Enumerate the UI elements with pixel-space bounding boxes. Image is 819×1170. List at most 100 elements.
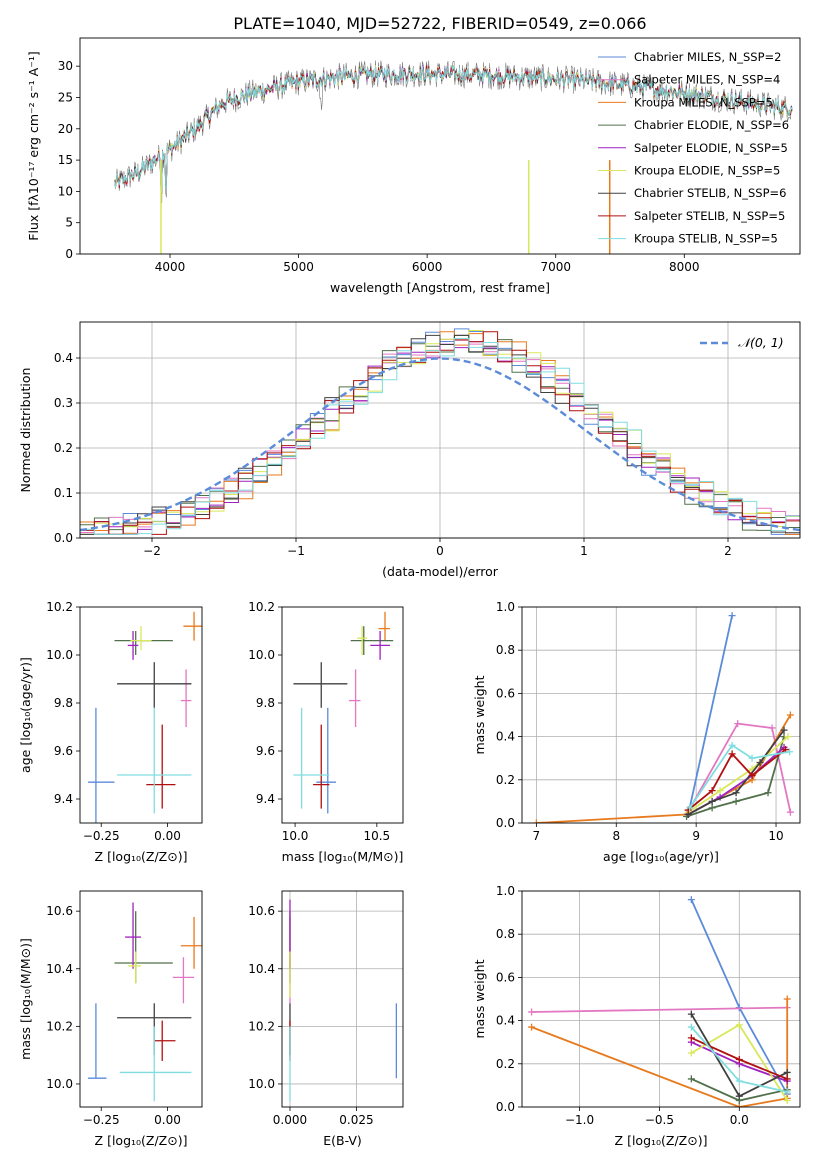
- legend-label: 𝒩(0, 1): [738, 335, 784, 350]
- y-tick-label: 20: [58, 122, 73, 136]
- y-axis-label: Flux [fλ10⁻¹⁷ erg cm⁻² s⁻¹ A⁻¹]: [26, 51, 41, 240]
- weight-vs-Z-plot-area: [528, 896, 791, 1107]
- mass-weight-marker: [728, 750, 736, 758]
- y-tick-label: 0.6: [496, 970, 515, 984]
- y-tick-label: 10.0: [46, 1077, 73, 1091]
- mass-weight-marker: [708, 797, 716, 805]
- x-tick-label: 6000: [412, 260, 443, 274]
- mass-weight-marker: [735, 1055, 743, 1063]
- mass-weight-marker: [732, 797, 740, 805]
- mass-weight-marker: [783, 1097, 791, 1105]
- y-tick-label: 0.8: [496, 643, 515, 657]
- y-tick-label: 10.6: [248, 904, 275, 918]
- errorbar-point: [370, 631, 390, 660]
- mass-vs-Z-plot-area: [87, 902, 202, 1102]
- x-tick-label: 0.025: [339, 1113, 373, 1127]
- x-tick-label: 0.00: [154, 1113, 181, 1127]
- residual-histogram-step: [80, 334, 800, 535]
- x-tick-label: 5000: [283, 260, 314, 274]
- y-tick-label: 0: [65, 247, 73, 261]
- x-tick-label: 1: [580, 544, 588, 558]
- mass-weight-marker: [756, 759, 764, 767]
- legend-label: Chabrier MILES, N_SSP=2: [634, 50, 781, 64]
- y-tick-label: 0.4: [496, 730, 515, 744]
- errorbar-point: [180, 916, 202, 969]
- errorbar-point: [172, 957, 195, 1004]
- axes-frame: [521, 606, 801, 824]
- y-tick-label: 10.0: [46, 648, 73, 662]
- y-tick-label: 30: [58, 59, 73, 73]
- x-tick-label: −1.0: [565, 1113, 594, 1127]
- mass-weight-marker: [532, 819, 540, 823]
- y-tick-label: 10: [58, 184, 73, 198]
- legend-label: Salpeter ELODIE, N_SSP=5: [634, 141, 788, 155]
- errorbar-point: [87, 707, 115, 823]
- errorbar-point: [349, 669, 361, 727]
- errorbar-point: [117, 707, 192, 814]
- axes-frame: [79, 606, 203, 824]
- figure-title: PLATE=1040, MJD=52722, FIBERID=0549, z=0…: [233, 14, 646, 33]
- y-tick-label: 25: [58, 90, 73, 104]
- y-tick-label: 9.4: [54, 792, 73, 806]
- mass-weight-marker: [728, 612, 736, 620]
- spectrum-plot-area: [114, 60, 793, 254]
- y-tick-label: 10.2: [46, 600, 73, 614]
- y-tick-label: 10.2: [248, 600, 275, 614]
- errorbar-point: [117, 662, 192, 708]
- errorbar-point: [119, 1026, 192, 1102]
- legend-label: Kroupa ELODIE, N_SSP=5: [634, 164, 780, 178]
- weight-vs-age-plot-area: [532, 612, 794, 823]
- axes-frame: [79, 37, 801, 255]
- age-vs-mass-panel: 10.0 10.5 9.4 9.6 9.8 10.0 10.2 mass [log₁₀(M/M…: [248, 600, 404, 864]
- y-tick-label: 9.4: [256, 792, 275, 806]
- x-tick-label: 0.0: [730, 1113, 749, 1127]
- spectrum-legend: Chabrier MILES, N_SSP=2 Salpeter MILES, N…: [598, 50, 789, 246]
- legend-label: Chabrier STELIB, N_SSP=6: [634, 186, 786, 200]
- errorbar-point: [293, 707, 330, 809]
- errorbar-point: [183, 611, 202, 641]
- y-tick-label: 15: [58, 153, 73, 167]
- mass-weight-line: [687, 735, 789, 813]
- mass-weight-marker: [708, 787, 716, 795]
- x-axis-label: wavelength [Angstrom, rest frame]: [330, 280, 550, 295]
- mass-weight-marker: [784, 733, 792, 741]
- x-tick-label: −0.25: [83, 1113, 120, 1127]
- mass-weight-line: [531, 1006, 788, 1013]
- y-tick-label: 10.2: [248, 1019, 275, 1033]
- errorbar-point: [316, 707, 336, 814]
- mass-weight-marker: [783, 995, 791, 1003]
- y-tick-label: 1.0: [496, 884, 515, 898]
- x-tick-label: 0.000: [273, 1113, 307, 1127]
- legend-label: Kroupa MILES, N_SSP=5: [634, 95, 773, 109]
- mass-weight-marker: [728, 741, 736, 749]
- mass-weight-marker: [732, 789, 740, 797]
- mass-weight-marker: [735, 1103, 743, 1107]
- errorbar-point: [114, 631, 173, 655]
- x-axis-label: age [log₁₀(age/yr)]: [603, 849, 719, 864]
- y-axis-label: age [log₁₀(age/yr)]: [18, 657, 33, 773]
- x-tick-label: 8: [612, 829, 620, 843]
- y-tick-label: 10.4: [46, 962, 73, 976]
- x-axis-label: Z [log₁₀(Z/Z⊙)]: [615, 1133, 708, 1148]
- x-tick-label: 10.5: [363, 829, 390, 843]
- axes-frame: [281, 890, 404, 1108]
- x-tick-label: 2: [724, 544, 732, 558]
- errorbar-point: [180, 669, 192, 727]
- x-tick-label: 10: [768, 829, 783, 843]
- mass-vs-EBV-panel: 0.000 0.025 10.0 10.2 10.4 10.6 E(B-V): [248, 890, 404, 1148]
- x-tick-label: −0.25: [83, 829, 120, 843]
- y-tick-label: 10.0: [248, 648, 275, 662]
- mass-weight-line: [689, 743, 790, 809]
- weight-vs-age-grid: [522, 606, 800, 824]
- weight-vs-Z-panel: −1.0 −0.5 0.0 0.0 0.2 0.4 0.6 0.8 1.0 Z [log₁₀(Z/…: [472, 884, 801, 1148]
- legend-label: Salpeter STELIB, N_SSP=5: [634, 209, 785, 223]
- y-tick-label: 0.0: [496, 1100, 515, 1114]
- mass-weight-marker: [687, 1075, 695, 1083]
- mass-weight-line: [687, 615, 733, 815]
- y-tick-label: 0.1: [54, 486, 73, 500]
- y-tick-label: 10.6: [46, 904, 73, 918]
- legend-label: Chabrier ELODIE, N_SSP=6: [634, 118, 789, 132]
- x-tick-label: 0.00: [154, 829, 181, 843]
- mass-weight-marker: [528, 1023, 536, 1031]
- y-axis-label: mass [log₁₀(M/M⊙)]: [18, 938, 33, 1060]
